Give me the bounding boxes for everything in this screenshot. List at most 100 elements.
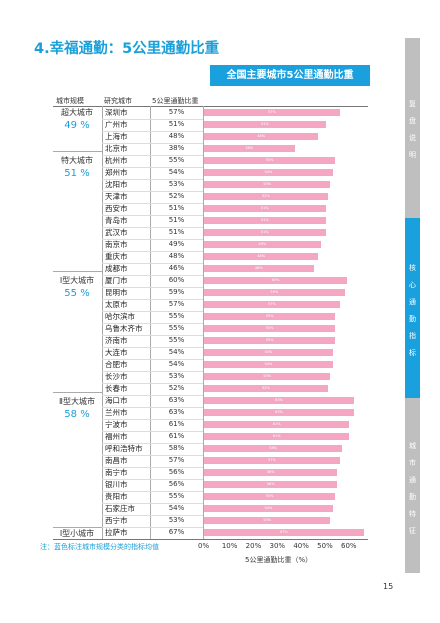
bar-data-label: 53% xyxy=(263,182,272,186)
row-divider xyxy=(102,274,203,276)
side-tab-char: 核 xyxy=(409,264,416,272)
page-number: 15 xyxy=(383,582,394,591)
row-divider xyxy=(102,466,203,468)
row-divider xyxy=(102,262,203,264)
row-divider xyxy=(102,310,203,312)
bar xyxy=(204,385,328,392)
row-divider xyxy=(102,382,203,384)
row-divider xyxy=(102,322,203,324)
bar-data-label: 55% xyxy=(265,338,274,342)
bar-data-label: 55% xyxy=(265,494,274,498)
bar-data-label: 61% xyxy=(272,422,281,426)
city-share-value: 59% xyxy=(168,288,185,296)
row-divider xyxy=(102,346,203,348)
bar xyxy=(204,193,328,200)
bar-data-label: 56% xyxy=(266,470,275,474)
city-name: 哈尔滨市 xyxy=(105,312,135,321)
bar-data-label: 55% xyxy=(265,158,274,162)
row-divider xyxy=(102,406,203,408)
city-name: 石家庄市 xyxy=(105,504,135,513)
bar xyxy=(204,109,340,116)
group-name: 超大城市 xyxy=(61,108,93,117)
bar xyxy=(204,253,319,260)
row-divider xyxy=(102,154,203,156)
bar-data-label: 55% xyxy=(265,326,274,330)
side-tab-review[interactable]: 复盘说明 xyxy=(405,38,420,218)
city-share-value: 54% xyxy=(168,168,185,176)
group-divider xyxy=(53,271,102,272)
city-name: 合肥市 xyxy=(105,360,128,369)
page-heading: 4.幸福通勤：5公里通勤比重 xyxy=(34,41,220,57)
group-type2-large: Ⅱ型大城市 58 % xyxy=(53,396,101,420)
bar-data-label: 52% xyxy=(262,386,270,390)
city-name: 银川市 xyxy=(105,480,128,489)
bar-data-label: 54% xyxy=(264,506,273,510)
city-name: 济南市 xyxy=(105,336,128,345)
side-tab-char: 征 xyxy=(409,527,416,535)
city-share-value: 55% xyxy=(168,336,185,344)
city-name: 青岛市 xyxy=(105,216,128,225)
city-name: 武汉市 xyxy=(105,228,128,237)
city-name: 杭州市 xyxy=(105,156,128,165)
side-tab-char: 特 xyxy=(409,510,416,518)
row-divider xyxy=(102,250,203,252)
group-name: Ⅱ型大城市 xyxy=(59,397,95,406)
city-share-value: 52% xyxy=(168,384,185,392)
bar xyxy=(204,529,364,536)
bar xyxy=(204,421,350,428)
city-share-value: 52% xyxy=(168,192,185,200)
bar xyxy=(204,157,336,164)
bar xyxy=(204,337,336,344)
city-name: 太原市 xyxy=(105,300,128,309)
bar xyxy=(204,301,340,308)
row-divider xyxy=(102,478,203,480)
city-share-value: 67% xyxy=(168,528,185,536)
bar xyxy=(204,217,326,224)
city-name: 昆明市 xyxy=(105,288,128,297)
bar-data-label: 54% xyxy=(264,350,273,354)
city-share-value: 61% xyxy=(168,420,185,428)
city-name: 西安市 xyxy=(105,204,128,213)
row-divider xyxy=(102,430,203,432)
row-divider xyxy=(102,418,203,420)
bar xyxy=(204,277,347,284)
city-name: 乌鲁木齐市 xyxy=(105,324,143,333)
bar-data-label: 61% xyxy=(272,434,281,438)
city-share-value: 55% xyxy=(168,492,185,500)
bar-data-label: 49% xyxy=(258,242,267,246)
group-name: Ⅰ型大城市 xyxy=(59,276,95,285)
city-name: 南京市 xyxy=(105,240,128,249)
bar-data-label: 57% xyxy=(268,458,276,462)
city-name: 厦门市 xyxy=(105,276,128,285)
group-average: 49 % xyxy=(64,120,90,131)
group-name: Ⅰ型小城市 xyxy=(59,529,95,538)
city-share-value: 58% xyxy=(168,444,185,452)
side-tab-char: 通 xyxy=(409,476,416,484)
city-name: 北京市 xyxy=(105,144,128,153)
bar xyxy=(204,169,333,176)
city-name: 福州市 xyxy=(105,432,128,441)
city-share-value: 54% xyxy=(168,360,185,368)
group-name: 特大城市 xyxy=(61,156,93,165)
side-tab-char: 指 xyxy=(409,332,416,340)
side-tab-label: 复盘说明 xyxy=(405,38,420,164)
group-divider xyxy=(53,151,102,152)
side-tab-core-indicators[interactable]: 核心通勤指标 xyxy=(405,218,420,398)
x-tick-label: 20% xyxy=(245,542,262,550)
bar xyxy=(204,133,319,140)
x-axis-title: 5公里通勤比重（%） xyxy=(245,556,313,564)
side-tab-char: 勤 xyxy=(409,493,416,501)
bar xyxy=(204,469,338,476)
row-divider xyxy=(102,298,203,300)
row-divider xyxy=(102,286,203,288)
city-share-value: 53% xyxy=(168,180,185,188)
row-divider xyxy=(102,370,203,372)
x-tick-label: 10% xyxy=(221,542,238,550)
city-share-value: 63% xyxy=(168,396,185,404)
x-tick-label: 40% xyxy=(293,542,309,550)
row-divider xyxy=(102,334,203,336)
side-tab-city-features[interactable]: 城市通勤特征 xyxy=(405,398,420,573)
city-share-value: 48% xyxy=(168,252,185,260)
bar-data-label: 52% xyxy=(262,194,270,198)
group-super-large: 超大城市 49 % xyxy=(53,107,101,131)
